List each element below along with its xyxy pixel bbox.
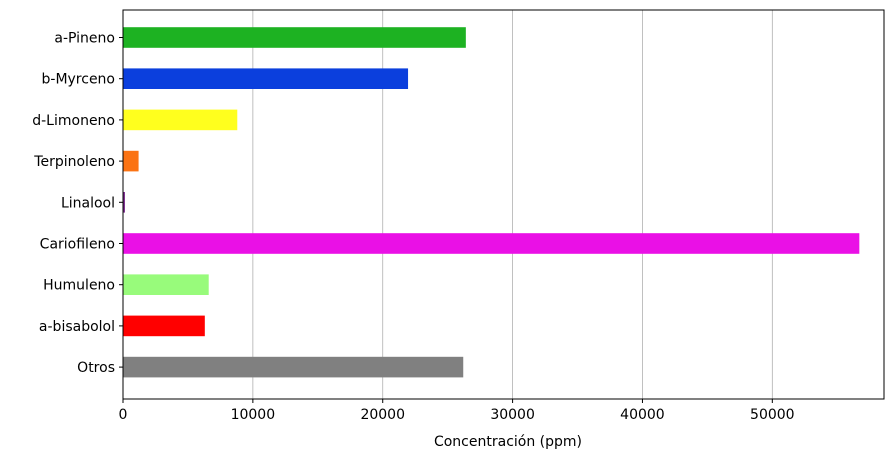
y-tick-label: a-Pineno bbox=[54, 31, 115, 47]
bar-cariofileno bbox=[123, 233, 860, 254]
tick-labels: a-Pineno b-Myrceno d-Limoneno Terpinoleno Li… bbox=[32, 31, 794, 424]
y-tick-label: a-bisabolol bbox=[39, 319, 115, 335]
bar-otros bbox=[123, 356, 464, 378]
y-tick-label: Cariofileno bbox=[40, 237, 115, 253]
y-tick-label: d-Limoneno bbox=[32, 113, 115, 129]
x-tick-label: 10000 bbox=[231, 407, 276, 423]
bar-a-pineno bbox=[123, 27, 466, 48]
bar-linalool bbox=[123, 192, 125, 213]
bar-humuleno bbox=[123, 274, 209, 295]
y-tick-label: Humuleno bbox=[43, 278, 115, 294]
bar-b-myrceno bbox=[123, 68, 409, 89]
axes bbox=[119, 9, 885, 403]
x-tick-label: 20000 bbox=[360, 407, 405, 423]
grid-lines bbox=[252, 10, 773, 399]
x-axis-label: Concentración (ppm) bbox=[434, 434, 582, 450]
x-tick-label: 50000 bbox=[750, 407, 795, 423]
bar-a-bisabolol bbox=[123, 315, 205, 337]
bar-terpinoleno bbox=[123, 150, 139, 172]
plot-frame bbox=[122, 9, 885, 400]
bars bbox=[123, 27, 860, 378]
y-tick-label: Terpinoleno bbox=[33, 154, 115, 170]
y-tick-label: Otros bbox=[77, 360, 115, 376]
x-tick-label: 40000 bbox=[620, 407, 665, 423]
y-tick-label: b-Myrceno bbox=[42, 72, 116, 88]
y-tick-label: Linalool bbox=[61, 195, 115, 211]
x-tick-label: 0 bbox=[119, 407, 128, 423]
x-tick-label: 30000 bbox=[490, 407, 535, 423]
bar-d-limoneno bbox=[123, 109, 238, 131]
